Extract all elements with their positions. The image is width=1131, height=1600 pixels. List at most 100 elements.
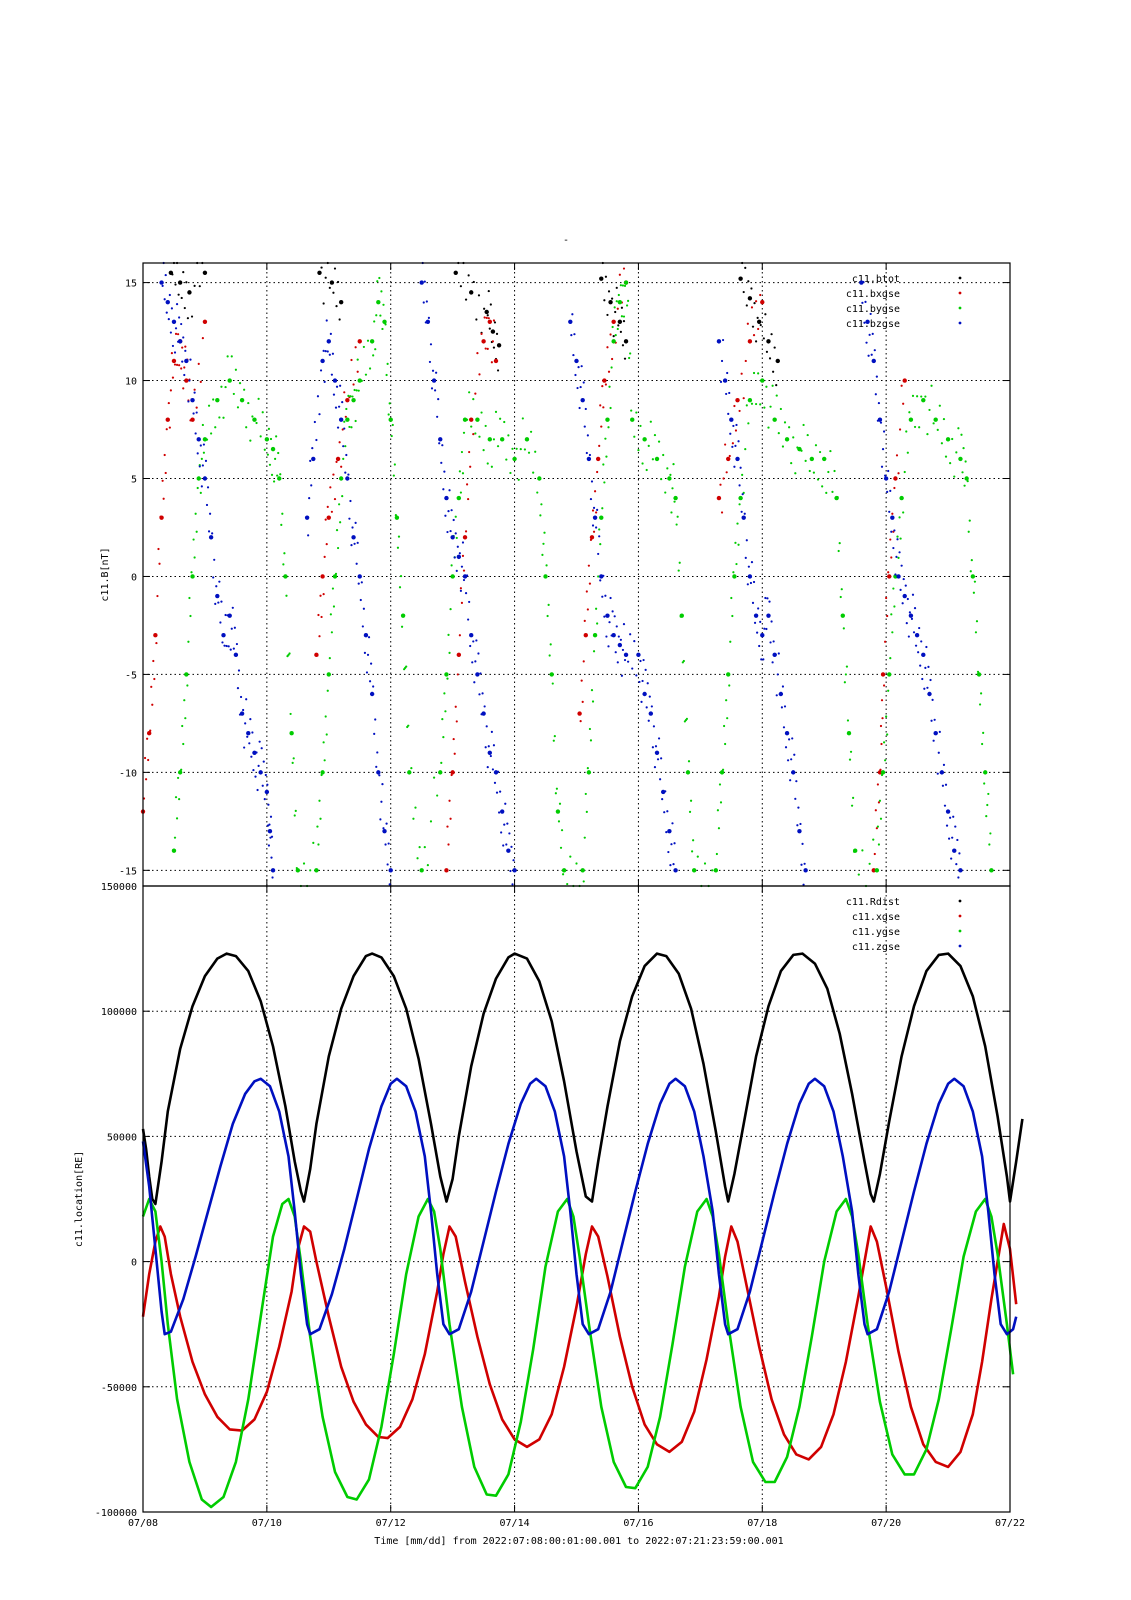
data-point — [903, 470, 906, 474]
data-point — [873, 349, 876, 352]
data-point — [721, 768, 725, 771]
data-point — [926, 432, 929, 436]
data-point — [212, 576, 215, 579]
data-point — [204, 459, 208, 462]
data-point — [942, 763, 946, 766]
data-point — [933, 718, 936, 721]
data-point — [722, 477, 725, 480]
data-point — [609, 333, 612, 336]
data-point — [586, 456, 592, 462]
data-point — [838, 542, 841, 545]
data-point — [481, 692, 484, 695]
data-point — [261, 411, 264, 414]
data-point — [861, 301, 864, 304]
data-point — [717, 827, 721, 830]
data-point — [490, 361, 493, 364]
data-point — [453, 752, 456, 755]
data-point — [667, 828, 672, 834]
data-point — [585, 810, 588, 813]
data-point — [861, 849, 864, 852]
data-point — [473, 681, 476, 684]
data-point — [955, 863, 958, 866]
data-point — [884, 640, 887, 643]
data-point — [887, 469, 890, 473]
data-point — [517, 478, 520, 481]
data-point — [583, 836, 586, 839]
data-point — [196, 452, 199, 455]
data-point — [622, 315, 626, 318]
data-point — [737, 543, 740, 546]
data-point — [447, 843, 450, 846]
data-point — [753, 302, 756, 305]
data-point — [320, 358, 325, 364]
data-point — [735, 397, 740, 403]
data-point — [195, 530, 198, 533]
data-point — [412, 817, 415, 820]
data-point — [976, 672, 982, 677]
data-point — [893, 605, 896, 608]
data-point — [621, 284, 625, 287]
data-point — [446, 530, 449, 534]
data-point — [558, 802, 562, 805]
data-point — [588, 582, 592, 585]
data-point — [739, 466, 742, 469]
data-point — [654, 456, 660, 462]
data-point — [363, 651, 367, 654]
data-point — [893, 476, 898, 481]
data-point — [598, 444, 601, 447]
data-point — [436, 415, 439, 418]
data-point — [975, 620, 979, 623]
data-point — [911, 593, 915, 596]
data-point — [448, 489, 451, 492]
data-point — [775, 384, 778, 387]
data-point — [359, 598, 362, 602]
data-point — [877, 843, 881, 846]
data-point — [623, 284, 627, 287]
data-point — [592, 650, 596, 653]
data-point — [935, 731, 938, 734]
data-point — [943, 804, 947, 807]
data-point — [795, 780, 798, 783]
data-point — [760, 658, 763, 661]
data-point — [566, 882, 569, 886]
data-point — [459, 285, 462, 288]
data-point — [949, 462, 952, 465]
data-point — [332, 473, 335, 476]
data-point — [254, 775, 257, 778]
data-point — [245, 426, 248, 429]
data-point — [502, 844, 505, 847]
data-point — [560, 829, 564, 832]
data-point — [164, 471, 167, 475]
data-point — [865, 319, 870, 324]
data-point — [614, 310, 617, 314]
data-point — [332, 605, 336, 608]
data-point — [890, 530, 893, 533]
data-point — [561, 868, 567, 873]
data-point — [357, 339, 362, 344]
data-point — [603, 615, 606, 618]
data-point — [505, 458, 508, 461]
data-point — [405, 665, 408, 668]
data-point — [786, 759, 790, 762]
data-point — [324, 276, 327, 279]
data-point — [919, 664, 922, 667]
data-point — [579, 385, 582, 389]
data-point — [450, 564, 453, 567]
data-point — [349, 499, 352, 503]
data-point — [308, 496, 311, 500]
data-point — [521, 417, 524, 420]
data-point — [330, 373, 333, 376]
data-point — [635, 411, 638, 414]
data-point — [752, 334, 756, 337]
plot-frame — [142, 885, 1011, 1513]
data-point — [487, 750, 492, 755]
data-point — [619, 638, 622, 641]
data-point — [605, 455, 608, 458]
data-point — [718, 339, 722, 343]
data-point — [543, 574, 548, 579]
data-point — [475, 417, 480, 422]
data-point — [205, 438, 209, 441]
data-point — [540, 503, 543, 506]
data-point — [769, 405, 772, 408]
series-line — [141, 1077, 1018, 1336]
